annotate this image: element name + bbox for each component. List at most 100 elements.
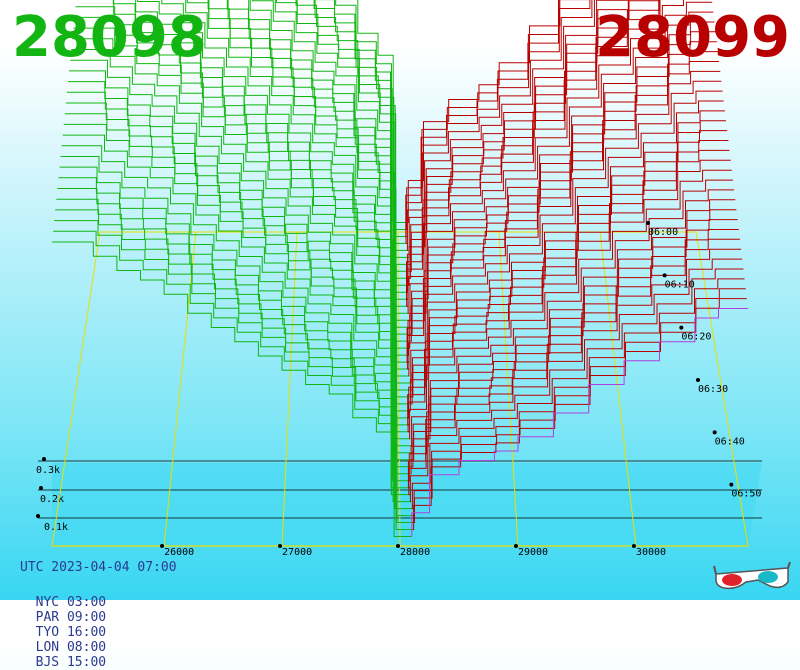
bid-depth-line [65,102,411,447]
price-tick-marker [631,544,636,548]
depth-tick-label: 0.3k [36,465,60,476]
time-tick-label: 06:40 [715,436,745,447]
bid-depth-line [56,198,412,510]
ask-depth-line [407,0,684,314]
ask-depth-line [406,70,721,370]
price-gridline [281,231,298,547]
price-tick-label: 30000 [636,547,666,558]
depth-series [52,0,748,537]
price-tick-label: 28000 [400,547,430,558]
time-tick-label: 06:00 [648,227,678,238]
bid-depth-line [72,38,411,405]
bid-depth-line [59,166,411,489]
ask-depth-line [405,0,591,244]
bid-depth-line [226,0,409,307]
3d-glasses-icon[interactable] [712,560,792,594]
ask-depth-line [410,90,723,384]
price-gridline [397,231,401,547]
ask-depth-line [408,0,629,265]
clock-lon: LON 08:00 [35,640,107,655]
ask-depth-line [409,31,716,342]
bid-depth-line [60,156,411,482]
ask-depth-line [410,179,733,447]
time-tick-marker [696,378,700,382]
depth-tick-marker [36,514,40,518]
bid-depth-line [227,0,409,300]
depth-tick-label: 0.2k [40,494,64,505]
ask-depth-line [409,1,713,321]
ask-depth-line [408,248,742,496]
price-tick-marker [513,544,518,548]
ask-depth-line [410,100,724,391]
floor-area [52,463,762,546]
ask-depth-line [410,219,738,475]
depth-tick-label: 0.1k [44,522,68,533]
clock-bjs: BJS 15:00 [35,655,107,670]
bid-depth-line [357,0,408,223]
time-tick-marker [712,430,717,435]
ask-depth-line [405,0,590,237]
bid-depth-line [208,0,410,328]
ask-depth-line [407,0,561,223]
bid-depth-line [276,0,409,272]
bid-depth-line [161,0,410,349]
utc-time: UTC 2023-04-04 07:00 [20,560,177,575]
bid-depth-line [71,49,411,412]
ask-depth-line [407,159,731,433]
price-gridline [498,231,519,547]
bid-depth-line [185,0,410,342]
bid-depth-line [75,6,410,384]
ask-depth-line [407,238,740,489]
bid-depth-line [296,0,409,265]
bid-depth-line [62,134,412,468]
ask-depth-line [411,189,735,454]
time-tick-label: 06:30 [698,384,728,395]
price-tick-marker [396,544,400,548]
ask-depth-line [409,41,717,349]
bid-depth-line [186,0,410,335]
bid-depth-line [249,0,409,293]
bid-depth-line [313,0,408,244]
bid-depth-line [61,145,411,475]
price-tick-label: 26000 [164,547,194,558]
base-fill [52,463,762,546]
bid-depth-line [251,0,409,286]
time-tick-marker [729,482,734,487]
ask-depth-line [411,268,744,510]
world-clocks: NYC 03:00 PAR 09:00 TYO 16:00 LON 08:00 … [20,580,130,670]
ask-depth-line [409,169,732,440]
ask-depth-line [411,298,747,530]
depth-tick-marker [42,457,46,461]
bid-depth-line [74,16,411,391]
bid-depth-line [274,0,409,279]
bid-depth-line [70,59,410,419]
bid-depth-line [335,0,408,230]
bid-depth-line [63,123,412,461]
depth-tick-marker [39,486,43,490]
ask-depth-line [409,258,743,503]
bid-depth-line [52,241,412,537]
bid-depth-line [53,230,412,530]
depth-chart: 0.1k 0.2k 0.3k 26000 27000 28000 29000 30000 06… [36,0,762,558]
ask-depth-line [411,308,748,537]
time-tick-label: 06:50 [731,489,761,500]
bid-price: 28098 [12,5,207,70]
axes: 26000 27000 28000 29000 30000 06:00 06:10 06:20… [52,221,761,558]
price-gridline [599,231,637,547]
bid-depth-line [55,209,412,517]
ask-depth-line [411,209,737,468]
time-tick-label: 06:10 [665,279,695,290]
ask-depth-line [406,0,593,251]
time-tick-marker [646,221,650,225]
price-tick-label: 29000 [518,547,548,558]
ask-depth-line [408,0,595,258]
clock-tyo: TYO 16:00 [35,625,107,640]
bid-depth-line [64,113,412,454]
price-tick-marker [278,544,283,548]
time-tick-marker [662,273,667,278]
bid-depth-line [68,81,410,433]
clock-par: PAR 09:00 [35,610,107,625]
bid-depth-line [58,177,411,496]
ask-depth-line [408,80,722,377]
ask-depth-line [409,130,728,412]
